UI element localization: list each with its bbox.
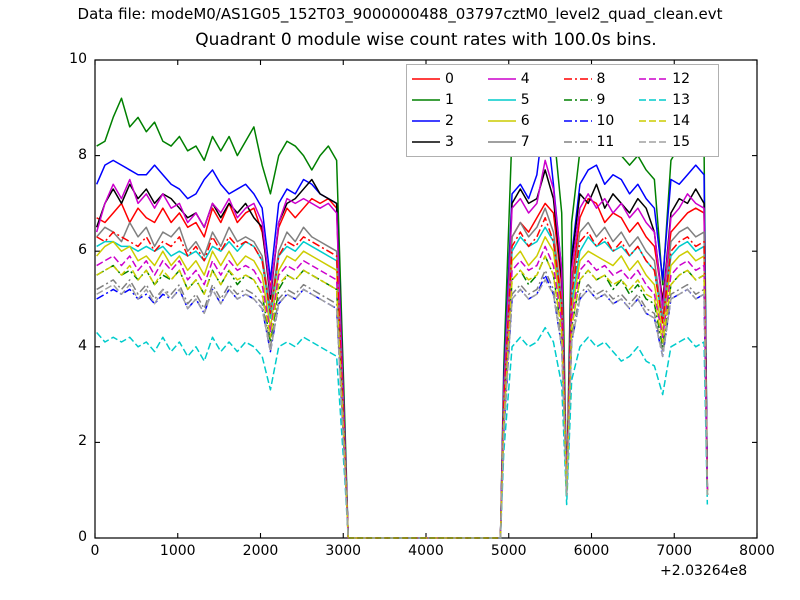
series-line-13 (96, 326, 709, 539)
legend-line-sample-icon (411, 95, 441, 105)
series-line-6 (96, 236, 709, 539)
legend-line-sample-icon (638, 95, 668, 105)
x-tick-label: 2000 (242, 543, 279, 559)
legend-label: 2 (445, 112, 454, 129)
chart-title: Quadrant 0 module wise count rates with … (195, 30, 657, 50)
axis-ticks (94, 59, 758, 539)
legend-label: 4 (520, 70, 530, 87)
legend-item-0[interactable]: 0 (411, 68, 487, 89)
x-tick-label: 1000 (159, 543, 196, 559)
legend-label: 9 (596, 91, 606, 108)
legend-line-sample-icon (411, 74, 441, 84)
legend-line-sample-icon (563, 137, 593, 147)
legend-label: 3 (445, 133, 454, 150)
legend-label: 14 (672, 112, 691, 129)
x-tick-label: 7000 (656, 543, 693, 559)
series-line-4 (95, 159, 709, 539)
legend-item-2[interactable]: 2 (411, 110, 487, 131)
y-tick-label: 2 (78, 433, 87, 450)
x-tick-label: 6000 (573, 543, 610, 559)
legend-item-8[interactable]: 8 (563, 68, 639, 89)
series-line-1 (96, 97, 709, 539)
series-line-11 (96, 269, 709, 539)
legend-line-sample-icon (487, 116, 517, 126)
legend[interactable]: 0 4 8 12 1 5 9 13 2 6 10 14 3 7 11 15 (406, 64, 719, 157)
series-line-10 (96, 274, 709, 539)
legend-item-11[interactable]: 11 (563, 131, 639, 152)
legend-label: 15 (672, 133, 691, 150)
y-tick-label: 6 (78, 242, 87, 259)
legend-item-3[interactable]: 3 (411, 131, 487, 152)
legend-line-sample-icon (487, 74, 517, 84)
x-axis-offset-text: +2.03264e8 (660, 563, 748, 579)
legend-line-sample-icon (411, 137, 441, 147)
legend-item-12[interactable]: 12 (638, 68, 714, 89)
legend-item-14[interactable]: 14 (638, 110, 714, 131)
x-tick-label: 8000 (739, 543, 775, 559)
legend-label: 0 (445, 70, 454, 87)
legend-label: 1 (445, 91, 454, 108)
legend-item-1[interactable]: 1 (411, 89, 487, 110)
legend-grid: 0 4 8 12 1 5 9 13 2 6 10 14 3 7 11 15 (407, 65, 718, 152)
y-tick-label: 0 (78, 529, 87, 545)
legend-item-10[interactable]: 10 (563, 110, 639, 131)
legend-item-13[interactable]: 13 (638, 89, 714, 110)
series-line-12 (96, 245, 709, 539)
legend-label: 7 (520, 133, 530, 150)
legend-line-sample-icon (638, 137, 668, 147)
series-line-8 (96, 216, 709, 539)
legend-line-sample-icon (563, 74, 593, 84)
y-tick-label: 4 (78, 337, 87, 354)
series-line-15 (96, 279, 709, 539)
legend-item-7[interactable]: 7 (487, 131, 563, 152)
x-tick-label: 5000 (490, 543, 527, 559)
legend-label: 10 (596, 112, 615, 129)
series-line-9 (96, 255, 709, 539)
legend-line-sample-icon (487, 137, 517, 147)
series-line-14 (96, 255, 709, 539)
legend-line-sample-icon (563, 116, 593, 126)
legend-line-sample-icon (563, 95, 593, 105)
legend-line-sample-icon (638, 74, 668, 84)
series-line-5 (96, 226, 709, 539)
legend-label: 12 (672, 70, 691, 87)
legend-label: 13 (672, 91, 691, 108)
legend-line-sample-icon (487, 95, 517, 105)
legend-item-15[interactable]: 15 (638, 131, 714, 152)
legend-item-6[interactable]: 6 (487, 110, 563, 131)
legend-label: 6 (520, 112, 530, 129)
x-tick-label: 4000 (408, 543, 444, 559)
y-tick-label: 10 (69, 51, 87, 67)
data-file-label: Data file: modeM0/AS1G05_152T03_90000004… (77, 5, 723, 23)
legend-item-4[interactable]: 4 (487, 68, 563, 89)
legend-item-5[interactable]: 5 (487, 89, 563, 110)
series-line-2 (95, 107, 709, 539)
legend-label: 8 (596, 70, 606, 87)
legend-line-sample-icon (411, 116, 441, 126)
legend-label: 5 (520, 91, 530, 108)
series-group (95, 97, 709, 539)
legend-label: 11 (596, 133, 615, 150)
series-line-7 (96, 207, 709, 539)
legend-line-sample-icon (638, 116, 668, 126)
legend-item-9[interactable]: 9 (563, 89, 639, 110)
x-tick-label: 0 (90, 543, 100, 559)
x-tick-label: 3000 (325, 543, 362, 559)
y-tick-label: 8 (78, 146, 87, 163)
